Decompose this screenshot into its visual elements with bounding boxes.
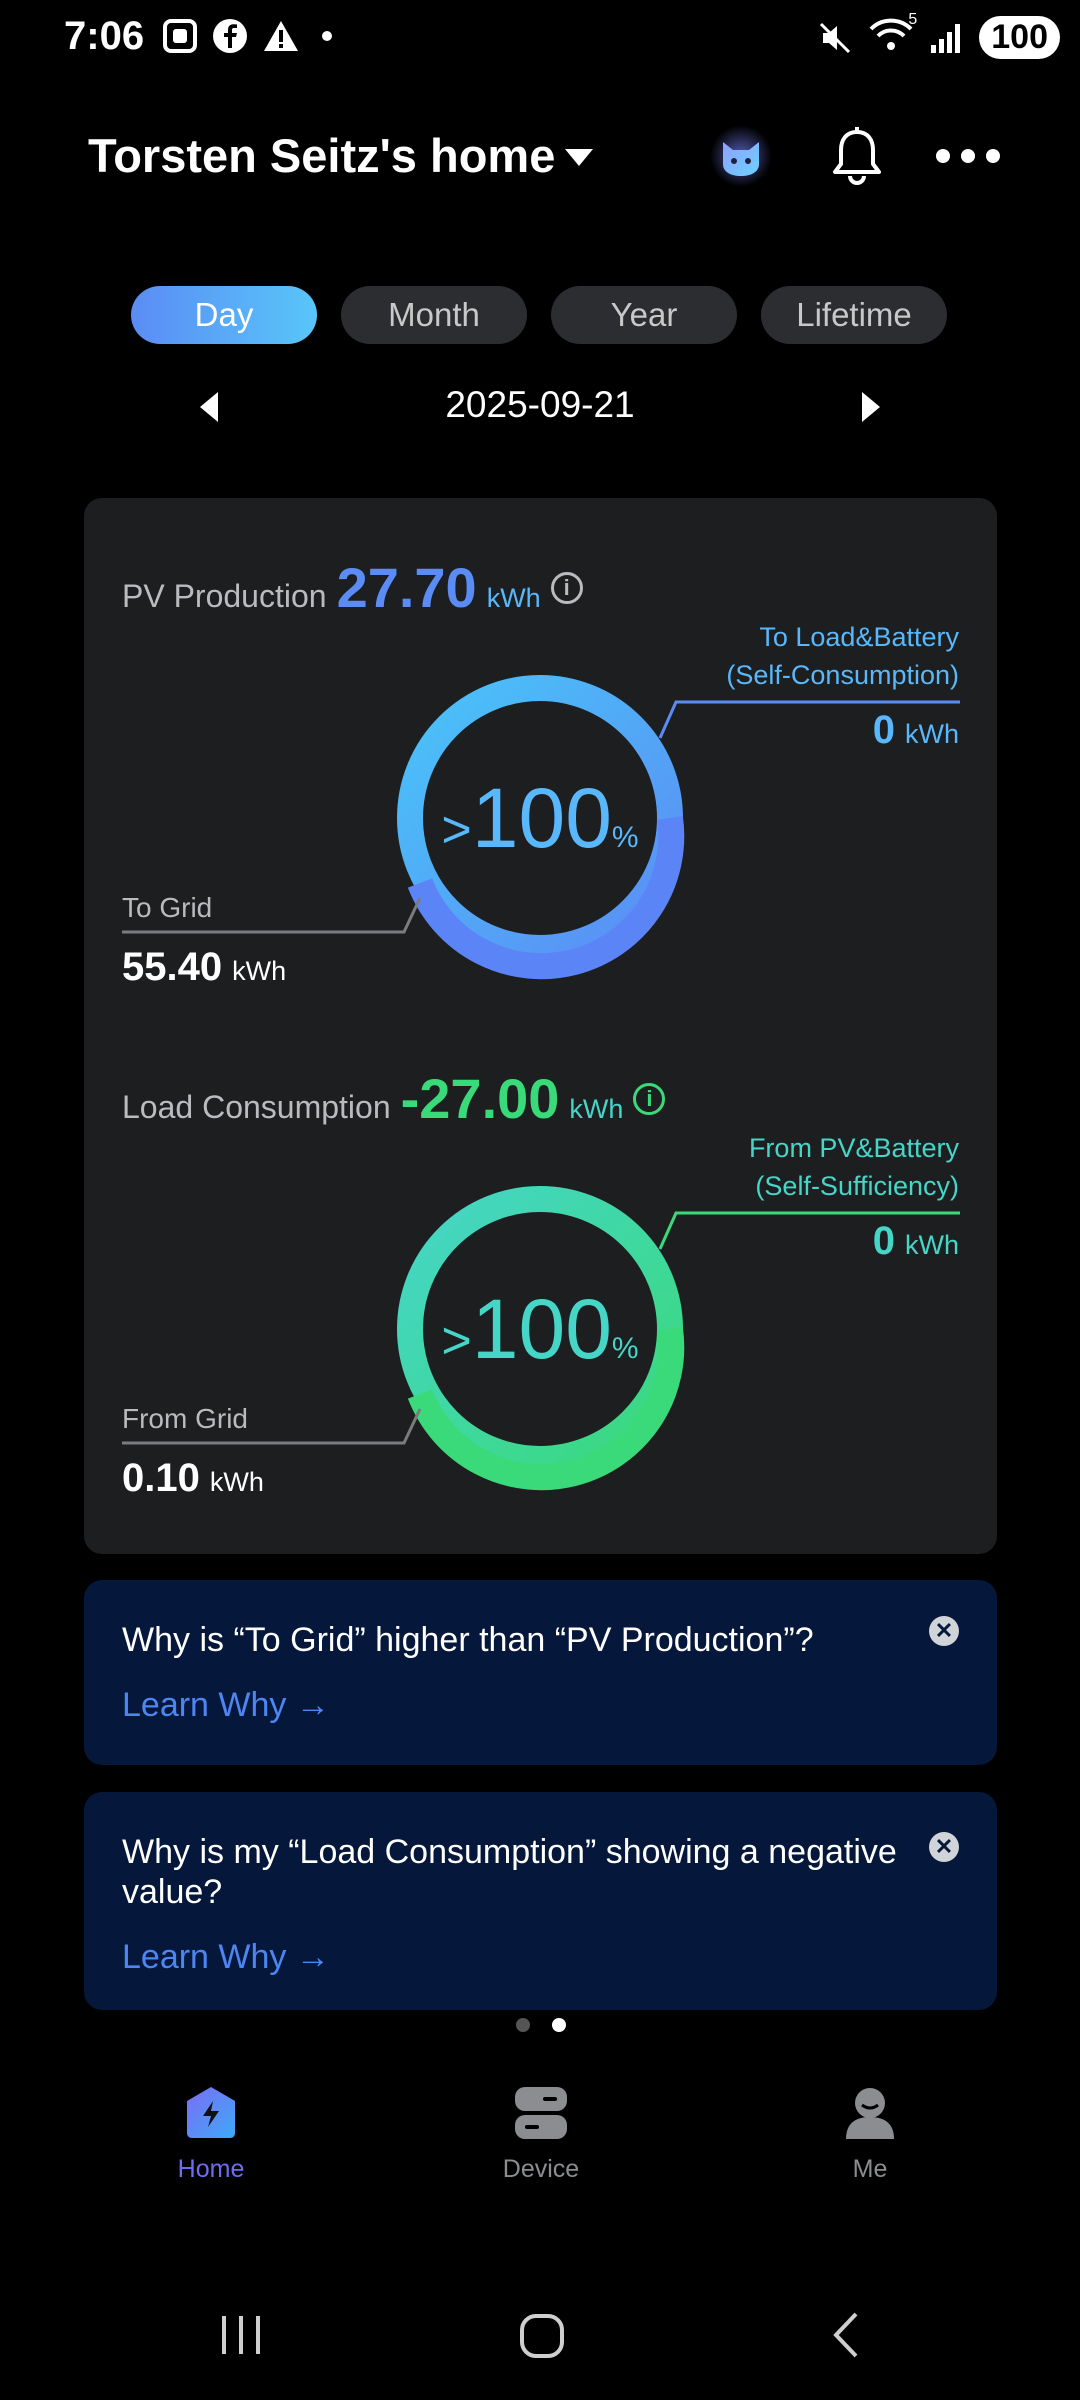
info-icon[interactable]: i: [550, 571, 583, 604]
load-self-sufficiency-title: From PV&Battery: [748, 1133, 959, 1163]
pv-donut-grid-arc: [407, 816, 685, 980]
load-self-sufficiency-unit: kWh: [905, 1230, 959, 1260]
load-donut-grid-arc: [407, 1327, 685, 1491]
learn-why-link[interactable]: Learn Why →: [122, 1686, 330, 1724]
load-ratio: >100%: [395, 1281, 685, 1378]
faq-banner: Why is my “Load Consumption” showing a n…: [84, 1792, 997, 2010]
tab-lifetime[interactable]: Lifetime: [761, 286, 947, 344]
tab-day[interactable]: Day: [131, 286, 317, 344]
wifi-icon: 5: [869, 11, 917, 58]
to-grid-label: To Grid: [122, 892, 213, 923]
load-self-sufficiency-leader: [658, 1211, 960, 1250]
home-title: Torsten Seitz's home: [88, 129, 556, 182]
nav-me[interactable]: Me: [790, 2085, 950, 2184]
load-self-sufficiency-label: From PV&Battery (Self-Sufficiency): [749, 1129, 959, 1205]
nav-home-label: Home: [177, 2155, 245, 2183]
pv-self-consumption-title: To Load&Battery: [759, 622, 959, 652]
person-icon: [846, 2088, 894, 2139]
load-self-sufficiency-subtitle: (Self-Sufficiency): [755, 1171, 959, 1201]
wifi-badge: 5: [908, 11, 918, 28]
pv-self-consumption-label: To Load&Battery (Self-Consumption): [726, 618, 959, 694]
pv-production-value: 27.70: [336, 556, 477, 619]
nav-home[interactable]: Home: [131, 2085, 291, 2184]
learn-why-link[interactable]: Learn Why →: [122, 1938, 330, 1976]
status-notification-icons: [162, 18, 332, 54]
device-icon: [515, 2087, 567, 2139]
to-grid-value-row: 55.40 kWh: [122, 945, 286, 990]
recent-apps-icon[interactable]: [218, 2312, 264, 2358]
battery-level: 100: [979, 16, 1060, 59]
previous-date-icon[interactable]: [200, 392, 218, 422]
info-icon[interactable]: i: [633, 1082, 666, 1115]
pv-production-unit: kWh: [486, 583, 541, 613]
status-time: 7:06: [64, 14, 145, 58]
current-date: 2025-09-21: [445, 384, 635, 425]
pv-ratio: >100%: [395, 770, 685, 867]
to-grid-value: 55.40: [122, 945, 223, 989]
period-tabs: Day Month Year Lifetime: [131, 286, 947, 344]
load-consumption-header: Load Consumption -27.00 kWh i: [122, 1066, 666, 1131]
tab-month[interactable]: Month: [341, 286, 527, 344]
page-indicator: [516, 2018, 566, 2032]
more-options-icon[interactable]: [935, 124, 1001, 188]
screenshot-icon: [163, 19, 197, 53]
to-grid-unit: kWh: [232, 956, 287, 986]
from-grid-value: 0.10: [122, 1456, 200, 1500]
load-consumption-label: Load Consumption: [122, 1089, 391, 1125]
from-grid-unit: kWh: [209, 1467, 264, 1497]
pv-self-consumption-unit: kWh: [905, 719, 959, 749]
pv-self-consumption-value: 0: [872, 708, 895, 752]
date-navigator: 2025-09-21: [0, 380, 1080, 440]
dot-icon: [322, 31, 332, 41]
pv-to-grid-leader: [122, 897, 422, 934]
pv-production-header: PV Production 27.70 kWh i: [122, 555, 583, 620]
system-navigation-bar: [0, 2300, 1080, 2370]
pv-ratio-value: 100: [471, 771, 612, 865]
load-consumption-value: -27.00: [400, 1067, 560, 1130]
next-date-icon[interactable]: [862, 392, 880, 422]
dropdown-caret-icon: [565, 149, 594, 166]
tab-year[interactable]: Year: [551, 286, 737, 344]
pv-self-consumption-subtitle: (Self-Consumption): [726, 660, 959, 690]
warning-icon: [264, 21, 298, 51]
back-icon[interactable]: [826, 2310, 866, 2360]
load-ratio-gt: >: [441, 1312, 472, 1370]
pv-self-consumption-leader: [658, 700, 960, 739]
load-from-grid-leader: [122, 1408, 422, 1445]
pv-ratio-unit: %: [611, 821, 639, 854]
nav-device-label: Device: [502, 2155, 580, 2183]
page-dot[interactable]: [516, 2018, 530, 2032]
home-icon[interactable]: [518, 2312, 566, 2360]
donut-charts: [122, 675, 960, 1491]
from-grid-value-row: 0.10 kWh: [122, 1456, 264, 1501]
load-ratio-value: 100: [471, 1282, 612, 1376]
from-grid-label: From Grid: [122, 1403, 248, 1434]
facebook-icon: [213, 19, 247, 53]
home-bolt-icon: [187, 2087, 235, 2138]
close-icon[interactable]: ✕: [929, 1616, 959, 1646]
faq-banner: Why is “To Grid” higher than “PV Product…: [84, 1580, 997, 1765]
load-self-sufficiency-value-row: 0 kWh: [873, 1219, 959, 1264]
status-system-icons: 5 100: [817, 11, 1060, 59]
energy-summary-card: [84, 498, 997, 1554]
load-ratio-unit: %: [611, 1332, 639, 1365]
mute-icon: [820, 22, 851, 53]
close-icon[interactable]: ✕: [929, 1832, 959, 1862]
bell-icon[interactable]: [825, 124, 889, 188]
pv-ratio-gt: >: [441, 801, 472, 859]
page-dot-active[interactable]: [552, 2018, 566, 2032]
faq-question: Why is my “Load Consumption” showing a n…: [122, 1833, 897, 1911]
nav-me-label: Me: [852, 2155, 888, 2183]
pv-self-consumption-value-row: 0 kWh: [873, 708, 959, 753]
faq-question: Why is “To Grid” higher than “PV Product…: [122, 1621, 814, 1659]
nav-device[interactable]: Device: [461, 2085, 621, 2184]
ai-assistant-icon[interactable]: [709, 124, 773, 188]
signal-icon: [931, 23, 961, 53]
load-consumption-unit: kWh: [569, 1094, 624, 1124]
load-self-sufficiency-value: 0: [872, 1219, 895, 1263]
pv-production-label: PV Production: [122, 578, 327, 614]
home-selector[interactable]: Torsten Seitz's home: [88, 128, 594, 183]
